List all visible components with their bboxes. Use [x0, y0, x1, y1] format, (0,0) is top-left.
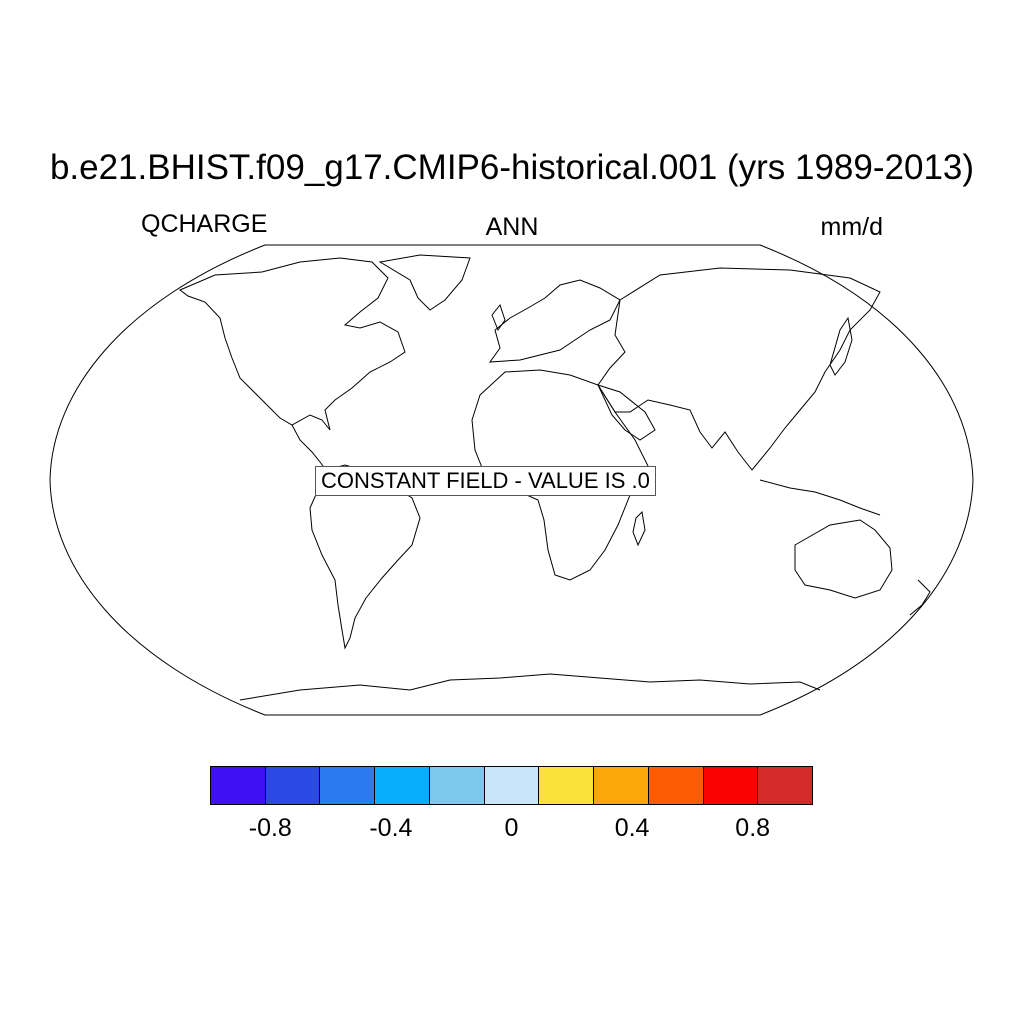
units-label: mm/d: [820, 213, 884, 241]
colorbar-tick-label: 0.8: [735, 814, 771, 842]
colorbar-tick-label: -0.4: [369, 814, 413, 842]
coastline-japan: [829, 316, 853, 376]
colorbar-box: [265, 767, 321, 804]
coastline-indonesia: [759, 479, 881, 516]
colorbar-box: [375, 767, 430, 804]
colorbar-box: [703, 767, 759, 804]
colorbar-box: [594, 767, 649, 804]
coastline-australia: [794, 519, 893, 599]
colorbar-tick-label: 0.4: [614, 814, 650, 842]
colorbar-box: [211, 767, 266, 804]
coastline-greenland: [378, 254, 471, 311]
season-label: ANN: [485, 213, 539, 241]
coastline-new-zealand: [909, 579, 931, 616]
colorbar-tick-label: -0.8: [248, 814, 292, 842]
coastline-central-america: [291, 424, 327, 471]
variable-label: QCHARGE: [141, 210, 268, 238]
colorbar-box: [648, 767, 704, 804]
coastline-uk: [491, 303, 506, 332]
coastline-asia: [597, 267, 881, 471]
coastline-madagascar: [632, 510, 646, 547]
map-boundary: [49, 244, 974, 716]
colorbar: [210, 766, 813, 805]
colorbar-box: [758, 767, 813, 804]
plot-title: b.e21.BHIST.f09_g17.CMIP6-historical.001…: [49, 148, 975, 187]
colorbar-box: [429, 767, 485, 804]
coastline-antarctica: [239, 673, 821, 701]
colorbar-tick-label: 0: [504, 814, 519, 842]
coastline-europe: [488, 279, 621, 363]
colorbar-box: [320, 767, 376, 804]
coastline-arabia: [597, 384, 656, 441]
colorbar-box: [484, 767, 540, 804]
colorbar-box: [539, 767, 595, 804]
constant-field-message: CONSTANT FIELD - VALUE IS .0: [315, 466, 656, 496]
coastline-north-america: [179, 257, 406, 431]
